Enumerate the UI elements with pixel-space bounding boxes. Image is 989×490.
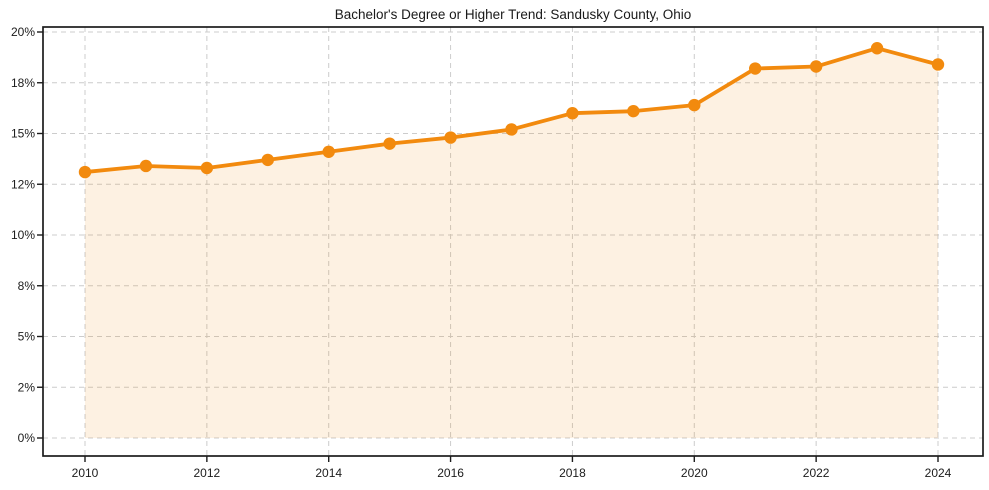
- data-point-2011: [139, 159, 153, 173]
- chart-title: Bachelor's Degree or Higher Trend: Sandu…: [334, 7, 692, 22]
- y-tick-label: 12%: [11, 177, 35, 191]
- data-point-2010: [78, 165, 92, 179]
- x-tick-label: 2020: [681, 466, 708, 480]
- data-point-2015: [383, 137, 396, 150]
- data-point-2020: [688, 98, 701, 112]
- y-tick-label: 0%: [18, 431, 36, 445]
- data-point-2021: [749, 62, 762, 75]
- x-tick-label: 2012: [194, 466, 221, 480]
- plot-border: [42, 26, 984, 457]
- data-point-2012: [200, 161, 214, 175]
- data-point-2022: [809, 60, 823, 73]
- y-tick-label: 18%: [11, 76, 35, 90]
- data-point-2016: [444, 131, 457, 144]
- y-tick-label: 8%: [18, 279, 36, 293]
- x-tick-label: 2024: [925, 466, 952, 480]
- x-tick-label: 2018: [559, 466, 586, 480]
- area-fill: [85, 48, 938, 439]
- y-tick-label: 15%: [11, 127, 35, 141]
- y-tick-label: 20%: [11, 25, 35, 39]
- y-tick-label: 10%: [11, 228, 35, 242]
- data-point-2014: [322, 145, 335, 158]
- y-tick-label: 2%: [18, 380, 36, 394]
- x-tick-label: 2010: [72, 466, 99, 480]
- data-point-2023: [870, 42, 884, 55]
- data-point-2013: [261, 153, 274, 167]
- data-point-2024: [931, 58, 945, 71]
- x-tick-label: 2022: [803, 466, 830, 480]
- data-point-2019: [627, 104, 640, 118]
- data-point-2017: [505, 123, 518, 136]
- data-point-2018: [566, 107, 579, 120]
- x-tick-label: 2016: [437, 466, 464, 480]
- y-tick-label: 5%: [18, 330, 36, 344]
- x-tick-label: 2014: [315, 466, 342, 480]
